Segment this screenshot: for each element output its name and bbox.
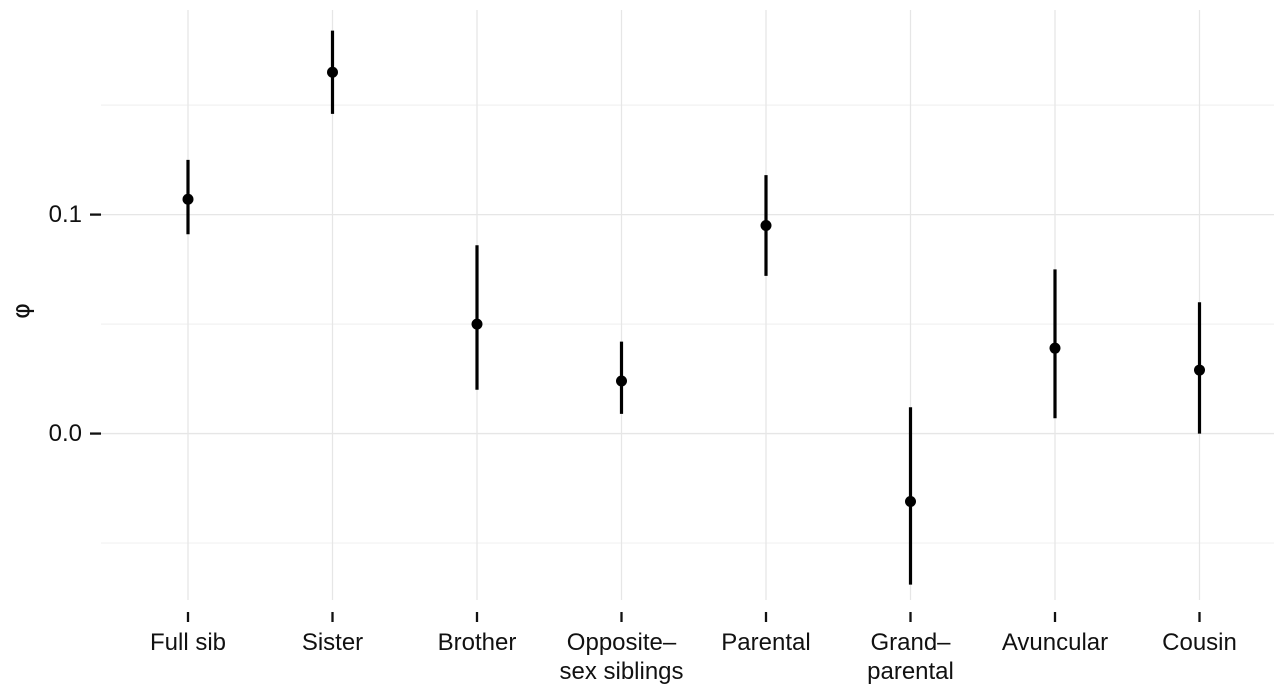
x-tick-label-line: sex siblings bbox=[559, 658, 683, 685]
data-point bbox=[1194, 364, 1205, 376]
x-tick-label-line: Sister bbox=[302, 629, 363, 656]
x-tick-label-line: Cousin bbox=[1162, 629, 1237, 656]
y-tick-label: 0.1 bbox=[49, 201, 82, 228]
x-tick-label-line: Full sib bbox=[150, 629, 226, 656]
x-tick-label: Avuncular bbox=[1002, 629, 1108, 656]
y-tick-label: 0.0 bbox=[49, 420, 82, 447]
data-point bbox=[182, 193, 194, 205]
x-tick-label: Opposite– sex siblings bbox=[559, 629, 683, 685]
x-tick-label-line: parental bbox=[867, 658, 954, 685]
x-tick-label-line: Parental bbox=[721, 629, 810, 656]
y-axis-labels: 0.0 0.1 bbox=[49, 201, 82, 447]
x-tick-label: Parental bbox=[721, 629, 810, 656]
x-axis-ticks bbox=[186, 612, 1201, 622]
error-bars bbox=[186, 30, 1202, 585]
data-point bbox=[471, 318, 483, 330]
y-axis-title: φ bbox=[7, 303, 35, 319]
data-point bbox=[1049, 342, 1061, 354]
data-point bbox=[760, 220, 772, 232]
x-tick-label-line: Grand– bbox=[870, 629, 951, 656]
x-tick-label: Brother bbox=[438, 629, 517, 656]
data-points bbox=[182, 66, 1205, 507]
x-tick-label-line: Brother bbox=[438, 629, 517, 656]
x-tick-label: Cousin bbox=[1162, 629, 1237, 656]
x-tick-label: Full sib bbox=[150, 629, 226, 656]
data-point bbox=[327, 66, 338, 78]
gridlines bbox=[101, 10, 1274, 600]
x-tick-label-line: Avuncular bbox=[1002, 629, 1108, 656]
y-axis-ticks bbox=[90, 213, 101, 435]
x-tick-label: Sister bbox=[302, 629, 363, 656]
x-axis-labels: Full sib Sister Brother Opposite– sex siblin… bbox=[150, 629, 1237, 685]
x-tick-label-line: Opposite– bbox=[567, 629, 677, 656]
data-point bbox=[905, 495, 916, 507]
x-tick-label: Grand– parental bbox=[867, 629, 954, 685]
data-point bbox=[616, 375, 627, 387]
